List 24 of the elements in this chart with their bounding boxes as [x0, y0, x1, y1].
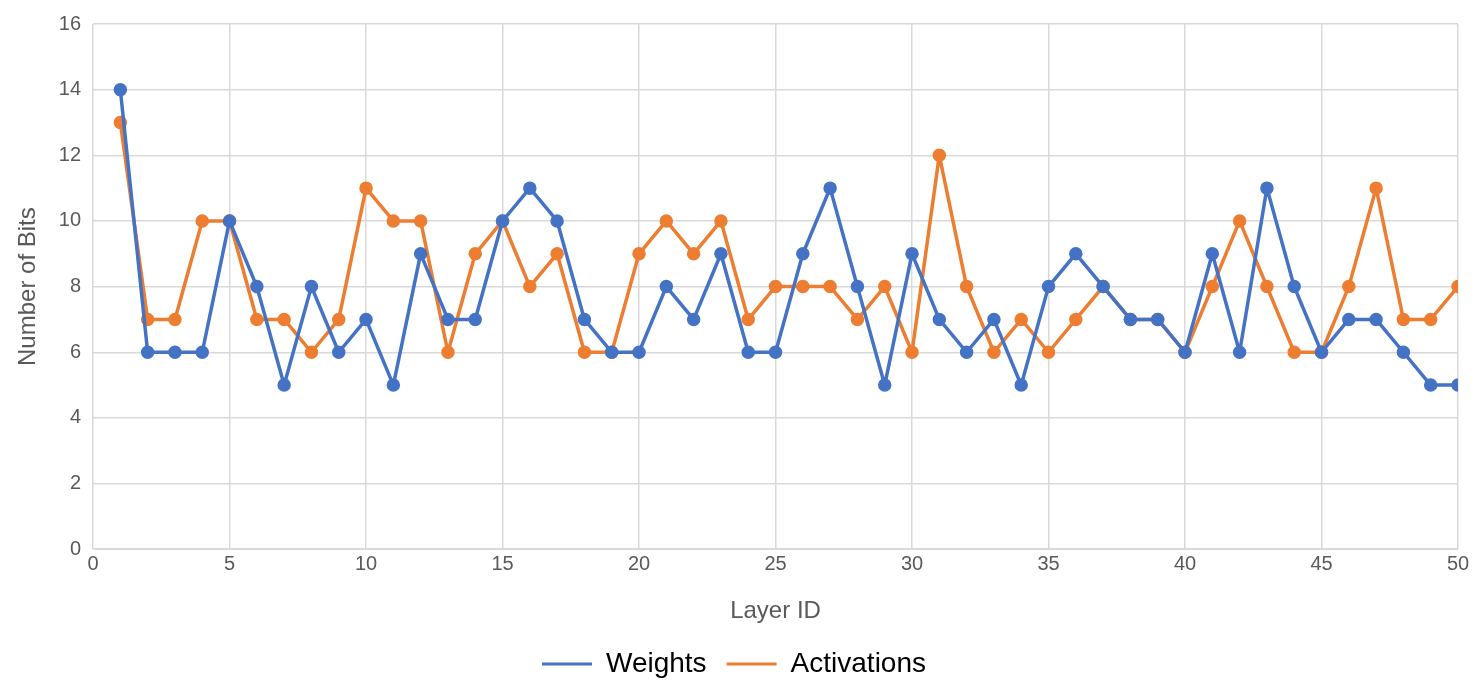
y-tick-label: 6 — [69, 339, 82, 362]
y-tick-label: 8 — [69, 274, 82, 297]
x-tick-label: 10 — [354, 551, 378, 574]
y-tick-label: 14 — [58, 77, 82, 100]
x-tick-label: 35 — [1037, 551, 1060, 574]
y-tick-label: 2 — [69, 471, 82, 494]
y-axis-title: Number of Bits — [13, 207, 41, 366]
x-tick-label: 5 — [223, 551, 236, 574]
y-tick-label: 4 — [69, 405, 82, 428]
x-axis-title: Layer ID — [730, 596, 821, 624]
x-tick-label: 25 — [764, 551, 787, 574]
y-tick-label: 0 — [69, 536, 82, 559]
x-tick-label: 45 — [1310, 551, 1333, 574]
x-tick-label: 15 — [491, 551, 514, 574]
y-tick-label: 10 — [58, 208, 82, 231]
x-tick-label: 20 — [627, 551, 651, 574]
legend-label: Activations — [790, 646, 927, 678]
legend-label: Weights — [605, 646, 707, 678]
y-tick-label: 16 — [58, 11, 82, 34]
x-tick-label: 0 — [87, 551, 99, 574]
x-tick-label: 50 — [1446, 551, 1470, 574]
x-tick-label: 40 — [1173, 551, 1197, 574]
y-tick-label: 12 — [58, 142, 82, 165]
x-tick-label: 30 — [900, 551, 924, 574]
